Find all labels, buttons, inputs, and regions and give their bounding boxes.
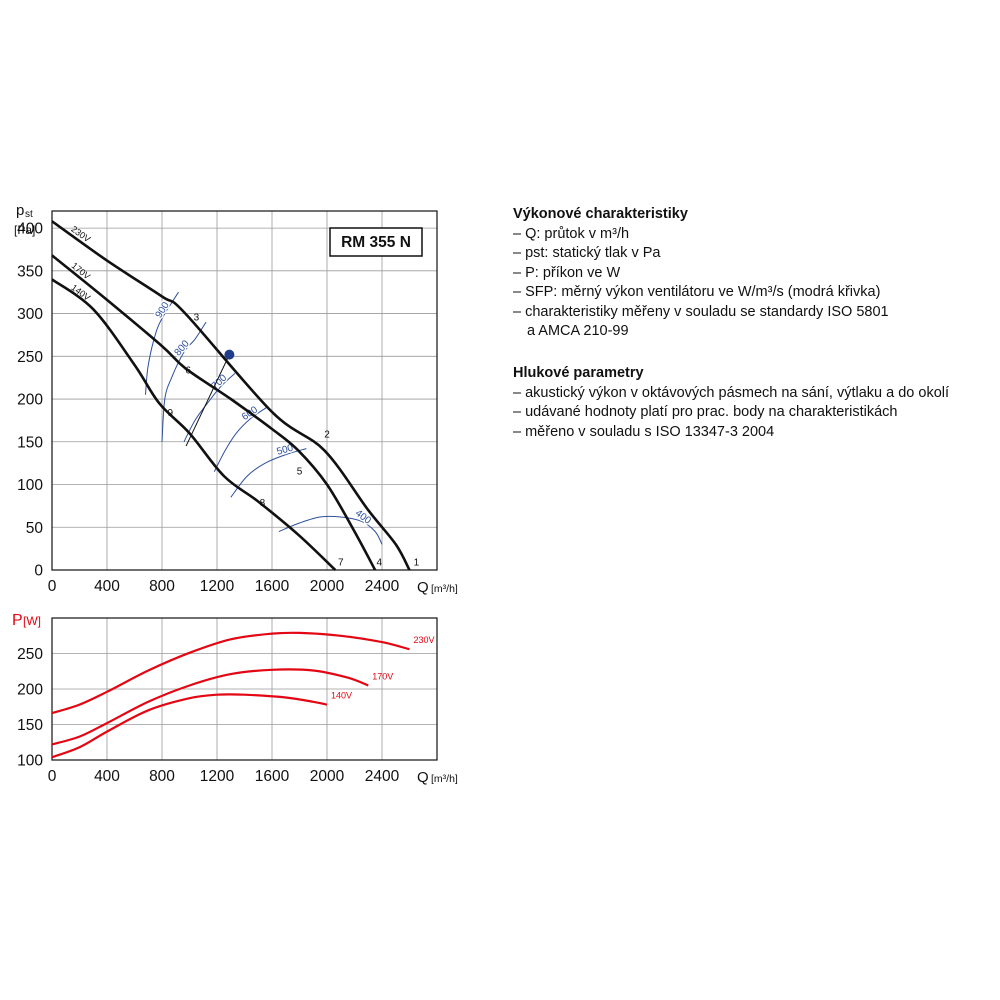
pressure-x-tick-label: 1200: [200, 578, 235, 595]
sfp-curve-label: 900: [154, 300, 173, 320]
power-series-170V: [51, 668, 369, 746]
pressure-y-axis-unit: [Pa]: [14, 223, 35, 237]
legend-line-standards-cont: a AMCA 210-99: [527, 323, 629, 339]
pressure-y-tick-label: 400: [17, 221, 43, 238]
power-y-tick-label: 200: [17, 682, 43, 699]
pressure-y-tick-label: 300: [17, 306, 43, 323]
operating-point-number: 9: [167, 408, 173, 419]
pressure-x-tick-label: 400: [94, 578, 120, 595]
pressure-x-tick-label: 2400: [365, 578, 400, 595]
pressure-y-tick-label: 150: [17, 434, 43, 451]
model-label: RM 355 N: [341, 234, 411, 251]
performance-characteristics-title: Výkonové charakteristiky: [513, 206, 688, 222]
pressure-y-axis-label-sub: st: [25, 209, 33, 220]
sfp-curve-400: [278, 515, 383, 545]
pressure-y-tick-label: 0: [34, 563, 43, 580]
sfp-curve-600: [213, 407, 267, 472]
power-series-230V: [51, 631, 410, 715]
performance-characteristics-section: Výkonové charakteristiky – Q: průtok v m…: [513, 205, 993, 342]
pressure-plot-frame: [51, 210, 438, 571]
model-label-box: [329, 227, 423, 257]
operating-point-marker: [224, 349, 235, 360]
power-x-tick-label: 1200: [200, 768, 235, 785]
legend-line-standards: – charakteristiky měřeny v souladu se st…: [513, 303, 889, 320]
legend-line-pst: – pst: statický tlak v Pa: [513, 245, 661, 261]
operating-point-number: 6: [185, 365, 191, 376]
operating-point-number: 3: [194, 312, 200, 323]
power-series-label: 230V: [414, 635, 435, 645]
noise-parameters-section: Hlukové parametry – akustický výkon v ok…: [513, 364, 993, 442]
system-line: [185, 354, 230, 447]
power-y-tick-label: 150: [17, 717, 43, 734]
operating-point-number: 7: [338, 558, 344, 569]
pressure-series-140V: [51, 278, 337, 571]
legend-line-octave: – akustický výkon v oktávových pásmech n…: [513, 384, 950, 401]
power-y-axis-unit: [W]: [23, 614, 41, 628]
pressure-panel: 0 400 800 1200 1600 2000 240005010015020025030…: [14, 202, 458, 596]
power-series-140V: [51, 693, 328, 759]
power-y-axis-label: P: [12, 612, 23, 629]
power-series-label: 140V: [331, 691, 352, 701]
power-x-tick-label: 2400: [365, 768, 400, 785]
legend-line-operating-points: – udávané hodnoty platí pro prac. body n…: [513, 404, 898, 420]
power-x-axis-label: Q: [417, 769, 429, 786]
legend-line-p: – P: příkon ve W: [513, 264, 621, 281]
power-y-tick-label: 250: [17, 646, 43, 663]
pressure-x-axis-label: Q: [417, 579, 429, 596]
power-x-tick-label: 400: [94, 768, 120, 785]
pressure-y-tick-label: 350: [17, 263, 43, 280]
power-panel: 0 400 800 1200 1600 2000 2400 100 150 200 250 Q [m³/…: [12, 612, 458, 786]
pressure-x-tick-label: 0: [48, 578, 57, 595]
power-plot-frame: [51, 617, 438, 761]
pressure-y-tick-label: 100: [17, 477, 43, 494]
power-x-tick-label: 0: [48, 768, 57, 785]
operating-point-number: 4: [376, 558, 382, 569]
power-x-axis-unit: [m³/h]: [431, 773, 458, 785]
pressure-series-170V: [51, 254, 377, 571]
pressure-y-tick-label: 250: [17, 349, 43, 366]
pressure-x-tick-label: 800: [149, 578, 175, 595]
power-y-tick-label: 100: [17, 753, 43, 770]
power-series-label: 170V: [372, 671, 393, 681]
legend-line-q: – Q: průtok v m³/h: [513, 225, 630, 242]
pressure-x-tick-label: 1600: [255, 578, 290, 595]
sfp-curve-800: [161, 321, 207, 442]
sfp-curve-700: [183, 373, 236, 443]
pressure-x-axis-unit: [m³/h]: [431, 583, 458, 595]
legend-line-sfp: – SFP: měrný výkon ventilátoru ve W/m³/s…: [513, 284, 881, 300]
noise-parameters-title: Hlukové parametry: [513, 365, 644, 381]
power-x-tick-label: 1600: [255, 768, 290, 785]
operating-point-number: 2: [324, 430, 330, 441]
legend-line-iso: – měřeno v souladu s ISO 13347-3 2004: [513, 423, 775, 440]
sfp-curve-900: [145, 291, 179, 395]
pressure-series-230V: [51, 220, 411, 571]
pressure-y-tick-label: 50: [26, 520, 44, 537]
pressure-y-tick-label: 200: [17, 392, 43, 409]
pressure-y-axis-label: p: [16, 202, 24, 219]
operating-point-number: 5: [297, 466, 303, 477]
power-x-tick-label: 800: [149, 768, 175, 785]
pressure-x-tick-label: 2000: [310, 578, 345, 595]
sfp-curve-500: [230, 448, 307, 498]
sfp-curve-label: 800: [173, 338, 192, 358]
operating-point-number: 1: [414, 558, 420, 569]
power-x-tick-label: 2000: [310, 768, 345, 785]
operating-point-number: 8: [260, 498, 266, 509]
